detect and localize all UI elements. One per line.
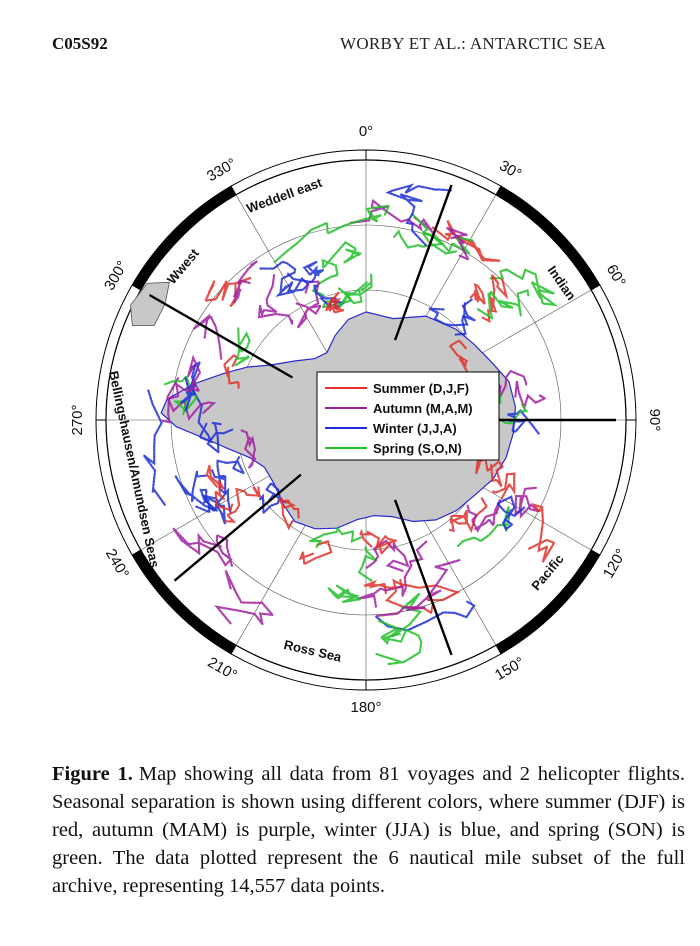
voyage-track [393, 212, 445, 249]
longitude-label: 210° [205, 654, 240, 684]
voyage-track [448, 339, 469, 372]
voyage-track [357, 544, 378, 583]
voyage-track [376, 558, 461, 617]
longitude-label: 300° [101, 258, 131, 293]
longitude-label: 180° [350, 699, 381, 716]
voyage-track [469, 283, 487, 308]
longitude-label: 270° [69, 404, 86, 435]
voyage-track [375, 619, 423, 666]
voyage-track [466, 499, 502, 533]
voyage-track [324, 291, 344, 314]
voyage-track [192, 313, 223, 360]
voyage-track [446, 226, 471, 262]
legend-label: Autumn (M,A,M) [373, 401, 473, 416]
season-legend: Summer (D,J,F) Autumn (M,A,M) Winter (J,J,… [316, 371, 500, 461]
voyage-track [495, 495, 527, 531]
longitude-label: 90° [646, 409, 663, 432]
voyage-track [311, 240, 363, 297]
voyage-track [240, 429, 257, 469]
voyage-track [471, 449, 505, 488]
voyage-track [349, 198, 435, 235]
sector-boundary [173, 473, 302, 582]
voyage-track [358, 528, 397, 556]
sector-boundary [148, 293, 293, 379]
longitude-label: 120° [600, 546, 630, 581]
voyage-track [526, 502, 556, 563]
voyage-track [143, 388, 166, 506]
voyage-track [259, 481, 288, 516]
voyage-track [222, 353, 240, 389]
article-id: C05S92 [52, 34, 108, 53]
longitude-label: 240° [102, 546, 132, 581]
voyage-track [232, 260, 258, 303]
voyage-track [492, 472, 516, 500]
sector-boundary [393, 184, 453, 341]
voyage-track [273, 204, 391, 264]
voyage-track [429, 302, 469, 327]
voyage-track [224, 486, 263, 523]
voyage-track [481, 274, 509, 324]
voyage-track [286, 260, 324, 284]
voyage-tracks [143, 183, 559, 666]
voyage-track [161, 354, 202, 424]
longitude-label: 30° [496, 157, 524, 183]
longitude-label: 330° [204, 155, 239, 185]
antarctic-map: 0° 30° 60° 90° 120° 150° 180° 210° 240° 270° 300° 3… [69, 123, 663, 716]
voyage-track [309, 525, 363, 549]
legend-label: Summer (D,J,F) [373, 381, 469, 396]
voyage-track [259, 260, 310, 298]
legend-label: Spring (S,O,N) [373, 441, 462, 456]
voyage-track [477, 288, 530, 321]
voyage-track [172, 527, 233, 567]
voyage-track [205, 465, 234, 512]
voyage-track [456, 506, 511, 548]
legend-box [316, 371, 500, 461]
voyage-track [277, 496, 300, 531]
longitude-label: 60° [603, 262, 629, 290]
longitude-label: 0° [359, 123, 373, 140]
voyage-track [195, 487, 232, 525]
voyage-track [206, 421, 234, 455]
figure-caption: Figure 1. Map showing all data from 81 vo… [52, 760, 685, 900]
sector-boundary [393, 499, 453, 656]
voyage-track [214, 570, 276, 625]
voyage-track [447, 497, 489, 534]
voyage-track [385, 183, 452, 247]
voyage-track [174, 470, 218, 512]
longitude-label: 150° [492, 654, 527, 684]
page-header: C05S92 WORBY ET AL.: ANTARCTIC SEA [52, 34, 700, 58]
voyage-track [295, 280, 323, 329]
voyage-track [327, 584, 365, 604]
voyage-track [514, 380, 548, 412]
caption-text: Map showing all data from 81 voyages and… [52, 763, 685, 897]
voyage-track [234, 327, 251, 367]
legend-label: Winter (J,J,A) [373, 421, 457, 436]
voyage-track [489, 268, 559, 307]
caption-label: Figure 1. [52, 763, 133, 785]
voyage-track [298, 539, 333, 566]
voyage-track [257, 274, 294, 325]
voyage-track [454, 298, 476, 336]
running-title: WORBY ET AL.: ANTARCTIC SEA [340, 34, 606, 53]
